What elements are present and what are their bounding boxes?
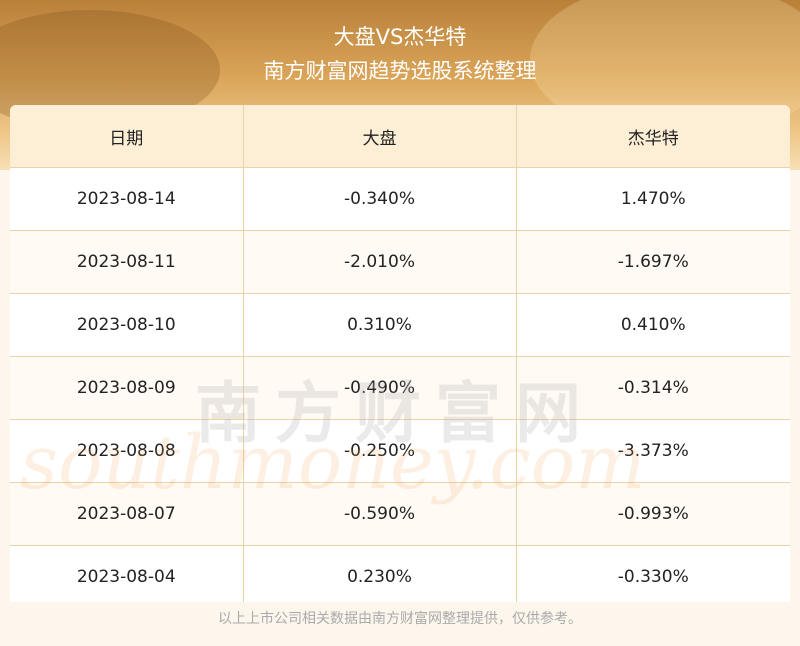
table-row: 2023-08-11 -2.010% -1.697%: [10, 230, 790, 294]
cell-date: 2023-08-08: [10, 419, 244, 483]
cell-stock: 1.470%: [516, 167, 790, 231]
page-title: 大盘VS杰华特: [333, 25, 467, 49]
table-row: 2023-08-08 -0.250% -3.373%: [10, 419, 790, 483]
cell-date: 2023-08-07: [10, 482, 244, 546]
column-header-date: 日期: [10, 105, 244, 168]
cell-market: -0.250%: [243, 419, 517, 483]
cell-date: 2023-08-14: [10, 167, 244, 231]
page-subtitle: 南方财富网趋势选股系统整理: [263, 59, 537, 83]
comparison-table: 日期 大盘 杰华特 2023-08-14 -0.340% 1.470% 2023…: [10, 105, 790, 602]
cell-stock: 0.410%: [516, 293, 790, 357]
table-row: 2023-08-10 0.310% 0.410%: [10, 293, 790, 357]
cell-date: 2023-08-11: [10, 230, 244, 294]
cell-date: 2023-08-04: [10, 545, 244, 602]
table-row: 2023-08-07 -0.590% -0.993%: [10, 482, 790, 546]
cell-date: 2023-08-10: [10, 293, 244, 357]
cell-market: 0.310%: [243, 293, 517, 357]
column-header-market: 大盘: [243, 105, 517, 168]
table-row: 2023-08-09 -0.490% -0.314%: [10, 356, 790, 420]
cell-stock: -0.330%: [516, 545, 790, 602]
cell-market: -2.010%: [243, 230, 517, 294]
cell-date: 2023-08-09: [10, 356, 244, 420]
footer-note: 以上上市公司相关数据由南方财富网整理提供，仅供参考。: [218, 611, 582, 627]
table-row: 2023-08-14 -0.340% 1.470%: [10, 167, 790, 231]
cell-market: 0.230%: [243, 545, 517, 602]
table-row: 2023-08-04 0.230% -0.330%: [10, 545, 790, 602]
cell-market: -0.490%: [243, 356, 517, 420]
table-header-row: 日期 大盘 杰华特: [10, 105, 790, 168]
comparison-table-card: 日期 大盘 杰华特 2023-08-14 -0.340% 1.470% 2023…: [10, 105, 790, 602]
column-header-stock: 杰华特: [516, 105, 790, 168]
cell-stock: -0.993%: [516, 482, 790, 546]
cell-stock: -3.373%: [516, 419, 790, 483]
cell-stock: -0.314%: [516, 356, 790, 420]
cell-market: -0.590%: [243, 482, 517, 546]
cell-market: -0.340%: [243, 167, 517, 231]
cell-stock: -1.697%: [516, 230, 790, 294]
